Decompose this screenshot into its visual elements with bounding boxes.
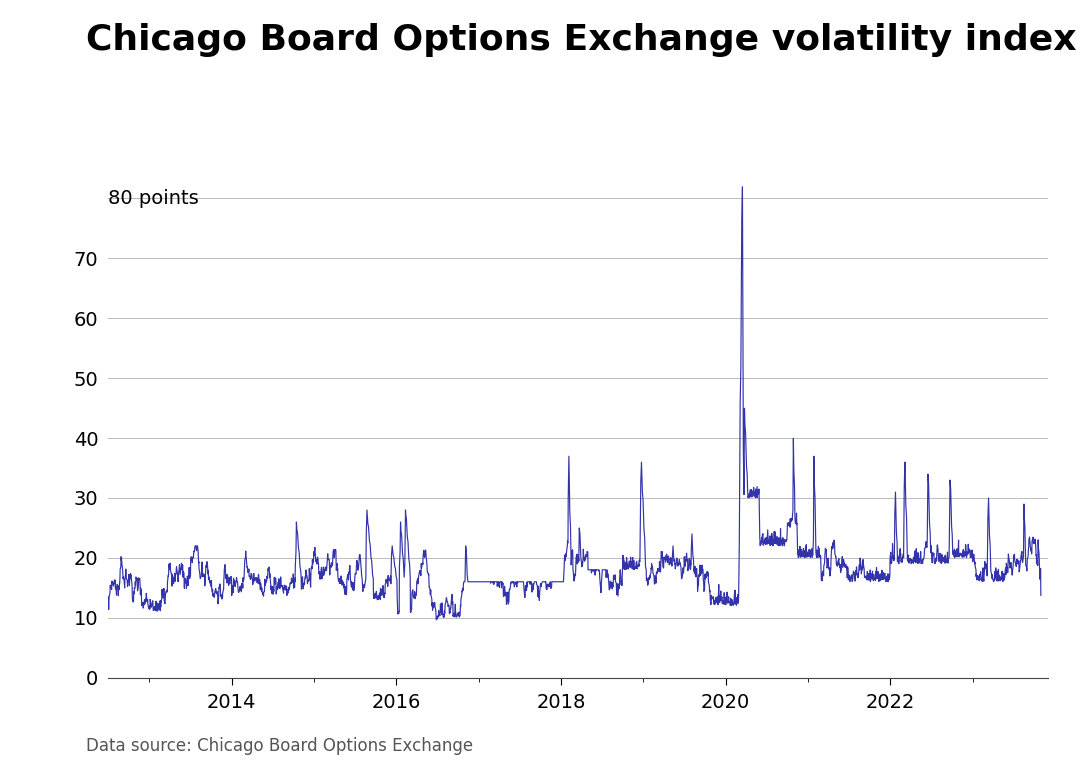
Text: Chicago Board Options Exchange volatility index: Chicago Board Options Exchange volatilit…: [86, 23, 1077, 57]
Text: 80 points: 80 points: [108, 189, 199, 208]
Text: Data source: Chicago Board Options Exchange: Data source: Chicago Board Options Excha…: [86, 737, 473, 755]
